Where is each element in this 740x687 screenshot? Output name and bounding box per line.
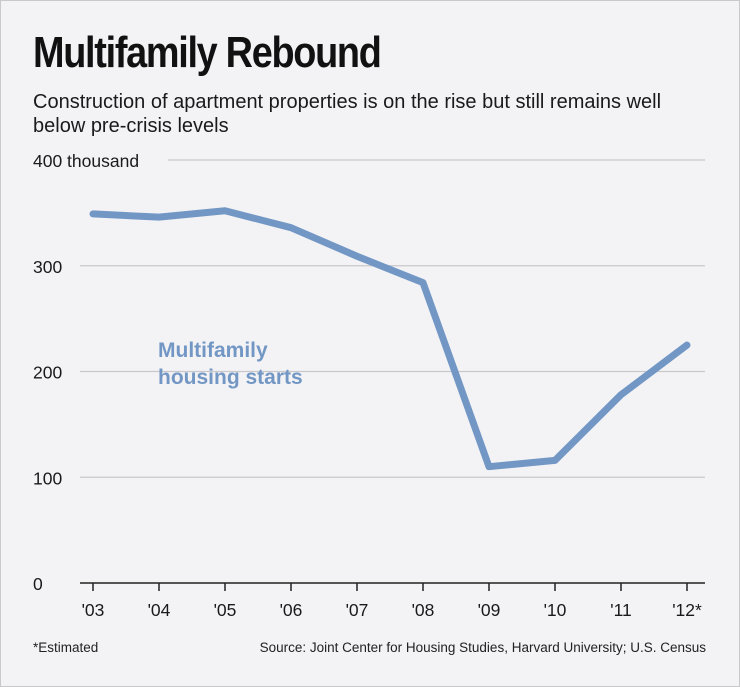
x-tick-label: '06 — [280, 600, 303, 620]
x-tick-label: '03 — [82, 600, 105, 620]
x-tick-label: '09 — [478, 600, 501, 620]
y-tick-label: 200 — [33, 363, 62, 383]
source-note: Source: Joint Center for Housing Studies… — [259, 640, 706, 655]
x-axis: '03 '04 '05 '06 '07 '08 '09 '10 '11 '12* — [80, 582, 705, 620]
y-tick-labels: 0 100 200 300 400 thousand — [33, 151, 139, 594]
y-tick-label: 100 — [33, 468, 62, 488]
series-line — [89, 207, 691, 471]
footnote: *Estimated — [33, 640, 99, 655]
series-lines — [89, 207, 691, 471]
series-label: Multifamily housing starts — [158, 339, 303, 389]
y-tick-label: 300 — [33, 257, 62, 277]
x-tick-label: '11 — [610, 600, 632, 620]
x-tick-label: '05 — [214, 600, 237, 620]
y-tick-label: 0 — [33, 574, 43, 594]
x-tick-label: '07 — [346, 600, 369, 620]
series-label-line: housing starts — [158, 366, 303, 389]
gridlines — [80, 159, 705, 478]
x-tick-label: '08 — [412, 600, 435, 620]
chart-subtitle: Construction of apartment properties is … — [33, 91, 662, 137]
x-tick-label: '12* — [672, 600, 702, 620]
y-tick-label: 400 thousand — [33, 151, 139, 171]
series-label-line: Multifamily — [158, 339, 268, 362]
chart-title: Multifamily Rebound — [33, 28, 382, 77]
x-tick-label: '04 — [148, 600, 171, 620]
x-tick-label: '10 — [544, 600, 567, 620]
